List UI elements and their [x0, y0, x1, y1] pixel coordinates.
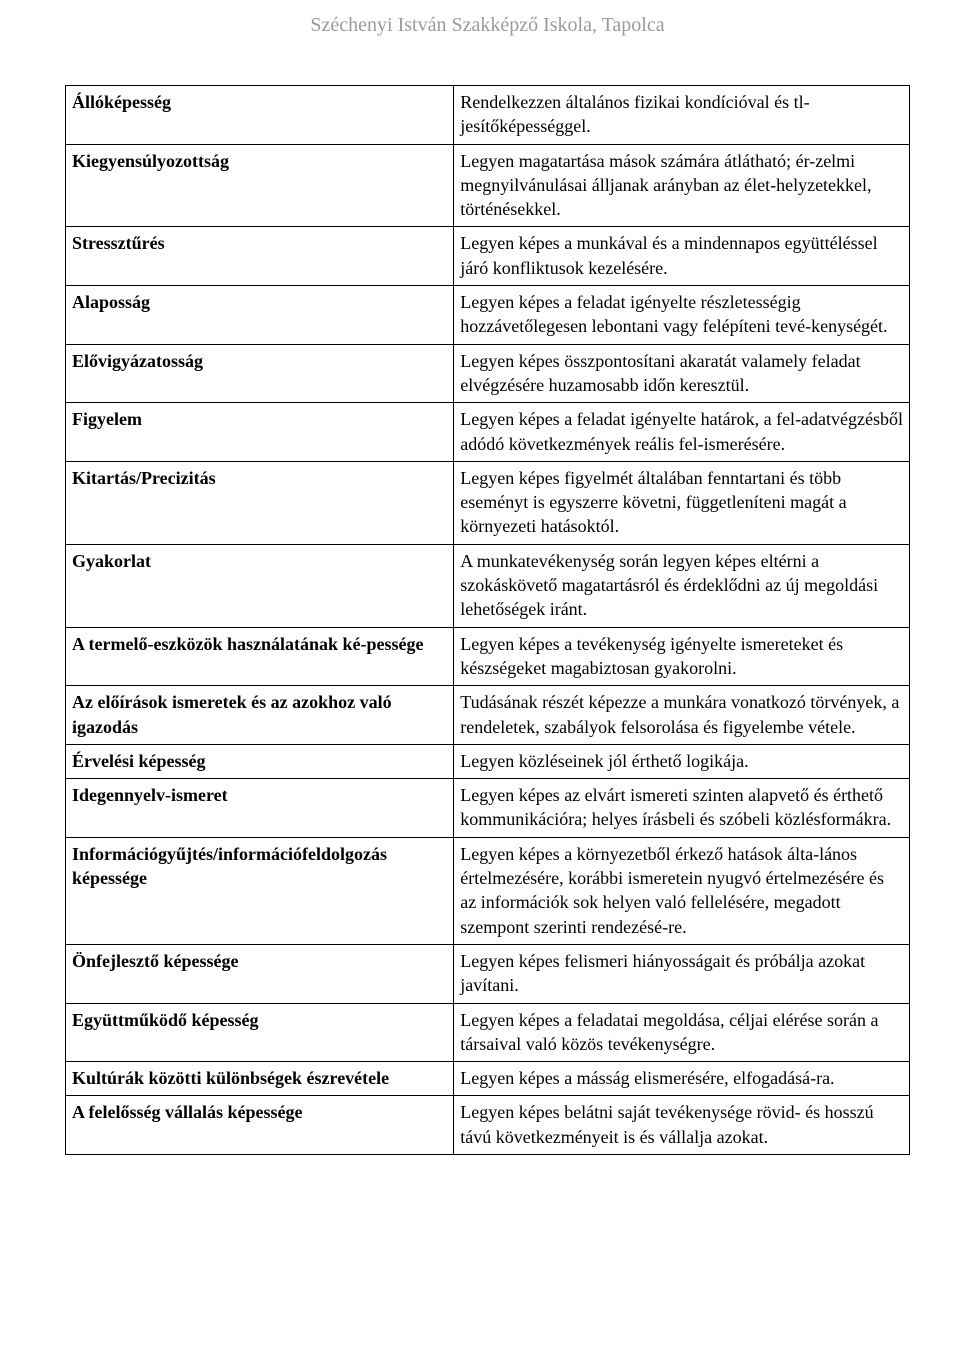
competency-label: A felelősség vállalás képessége [66, 1096, 454, 1155]
table-row: StressztűrésLegyen képes a munkával és a… [66, 227, 910, 286]
competency-description: Legyen képes felismeri hiányosságait és … [454, 944, 910, 1003]
table-row: ÁllóképességRendelkezzen általános fizik… [66, 86, 910, 145]
competency-description: Legyen képes figyelmét általában fenntar… [454, 461, 910, 544]
page-header: Széchenyi István Szakképző Iskola, Tapol… [65, 14, 910, 37]
table-row: A felelősség vállalás képességeLegyen ké… [66, 1096, 910, 1155]
competency-description: Legyen képes összpontosítani akaratát va… [454, 344, 910, 403]
competency-table: ÁllóképességRendelkezzen általános fizik… [65, 85, 910, 1155]
competency-description: Legyen képes a feladatai megoldása, célj… [454, 1003, 910, 1062]
competency-label: Alaposság [66, 286, 454, 345]
competency-label: Idegennyelv-ismeret [66, 779, 454, 838]
competency-description: Legyen képes a környezetből érkező hatás… [454, 837, 910, 944]
competency-label: Önfejlesztő képessége [66, 944, 454, 1003]
competency-description: Tudásának részét képezze a munkára vonat… [454, 686, 910, 745]
competency-label: Figyelem [66, 403, 454, 462]
competency-description: Legyen képes a feladat igényelte részlet… [454, 286, 910, 345]
competency-description: Rendelkezzen általános fizikai kondícióv… [454, 86, 910, 145]
competency-description: Legyen képes a tevékenység igényelte ism… [454, 627, 910, 686]
table-row: Információgyűjtés/információfeldolgozás … [66, 837, 910, 944]
table-row: ElővigyázatosságLegyen képes összpontosí… [66, 344, 910, 403]
table-row: A termelő-eszközök használatának ké-pess… [66, 627, 910, 686]
competency-label: Érvelési képesség [66, 744, 454, 778]
table-row: FigyelemLegyen képes a feladat igényelte… [66, 403, 910, 462]
competency-description: Legyen képes az elvárt ismereti szinten … [454, 779, 910, 838]
competency-description: Legyen magatartása mások számára átlátha… [454, 144, 910, 227]
competency-description: Legyen közléseinek jól érthető logikája. [454, 744, 910, 778]
table-row: Kitartás/PrecizitásLegyen képes figyelmé… [66, 461, 910, 544]
table-row: KiegyensúlyozottságLegyen magatartása má… [66, 144, 910, 227]
competency-label: Állóképesség [66, 86, 454, 145]
competency-label: Kitartás/Precizitás [66, 461, 454, 544]
competency-label: Az előírások ismeretek és az azokhoz val… [66, 686, 454, 745]
competency-label: Kiegyensúlyozottság [66, 144, 454, 227]
competency-label: Információgyűjtés/információfeldolgozás … [66, 837, 454, 944]
competency-label: Gyakorlat [66, 544, 454, 627]
competency-label: Stressztűrés [66, 227, 454, 286]
table-row: Önfejlesztő képességeLegyen képes felism… [66, 944, 910, 1003]
table-row: Érvelési képességLegyen közléseinek jól … [66, 744, 910, 778]
table-row: Az előírások ismeretek és az azokhoz val… [66, 686, 910, 745]
competency-description: Legyen képes a másság elismerésére, elfo… [454, 1062, 910, 1096]
competency-label: A termelő-eszközök használatának ké-pess… [66, 627, 454, 686]
table-row: Együttműködő képességLegyen képes a fela… [66, 1003, 910, 1062]
competency-label: Együttműködő képesség [66, 1003, 454, 1062]
competency-description: Legyen képes a feladat igényelte határok… [454, 403, 910, 462]
table-row: Kultúrák közötti különbségek észrevétele… [66, 1062, 910, 1096]
table-row: Idegennyelv-ismeretLegyen képes az elvár… [66, 779, 910, 838]
table-row: AlaposságLegyen képes a feladat igényelt… [66, 286, 910, 345]
table-row: GyakorlatA munkatevékenység során legyen… [66, 544, 910, 627]
competency-label: Elővigyázatosság [66, 344, 454, 403]
competency-description: Legyen képes a munkával és a mindennapos… [454, 227, 910, 286]
competency-description: A munkatevékenység során legyen képes el… [454, 544, 910, 627]
competency-description: Legyen képes belátni saját tevékenysége … [454, 1096, 910, 1155]
competency-label: Kultúrák közötti különbségek észrevétele [66, 1062, 454, 1096]
